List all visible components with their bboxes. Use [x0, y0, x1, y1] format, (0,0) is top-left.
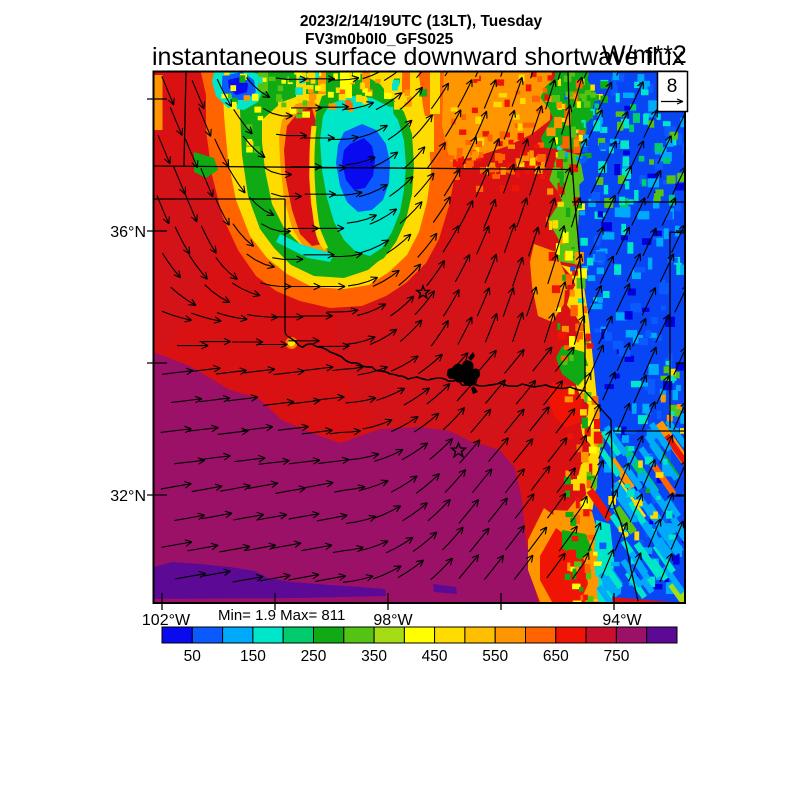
svg-text:Min= 1.9 Max= 811: Min= 1.9 Max= 811	[218, 607, 345, 624]
svg-text:98°W: 98°W	[373, 612, 413, 629]
svg-text:W/m**2: W/m**2	[602, 41, 687, 69]
svg-text:350: 350	[361, 648, 387, 665]
svg-text:32°N: 32°N	[110, 488, 146, 505]
svg-text:650: 650	[543, 648, 569, 665]
svg-text:750: 750	[603, 648, 629, 665]
svg-text:50: 50	[184, 648, 202, 665]
svg-text:150: 150	[240, 648, 266, 665]
svg-text:36°N: 36°N	[110, 224, 146, 241]
svg-text:250: 250	[301, 648, 327, 665]
svg-text:8: 8	[667, 76, 678, 97]
svg-text:FV3m0b0I0_GFS025: FV3m0b0I0_GFS025	[305, 31, 454, 48]
svg-text:550: 550	[482, 648, 508, 665]
svg-text:102°W: 102°W	[142, 612, 191, 629]
svg-text:2023/2/14/19UTC (13LT), Tuesda: 2023/2/14/19UTC (13LT), Tuesday	[300, 13, 543, 30]
svg-text:94°W: 94°W	[602, 612, 642, 629]
svg-text:instantaneous surface downward: instantaneous surface downward shortwave…	[152, 43, 685, 71]
svg-text:450: 450	[422, 648, 448, 665]
